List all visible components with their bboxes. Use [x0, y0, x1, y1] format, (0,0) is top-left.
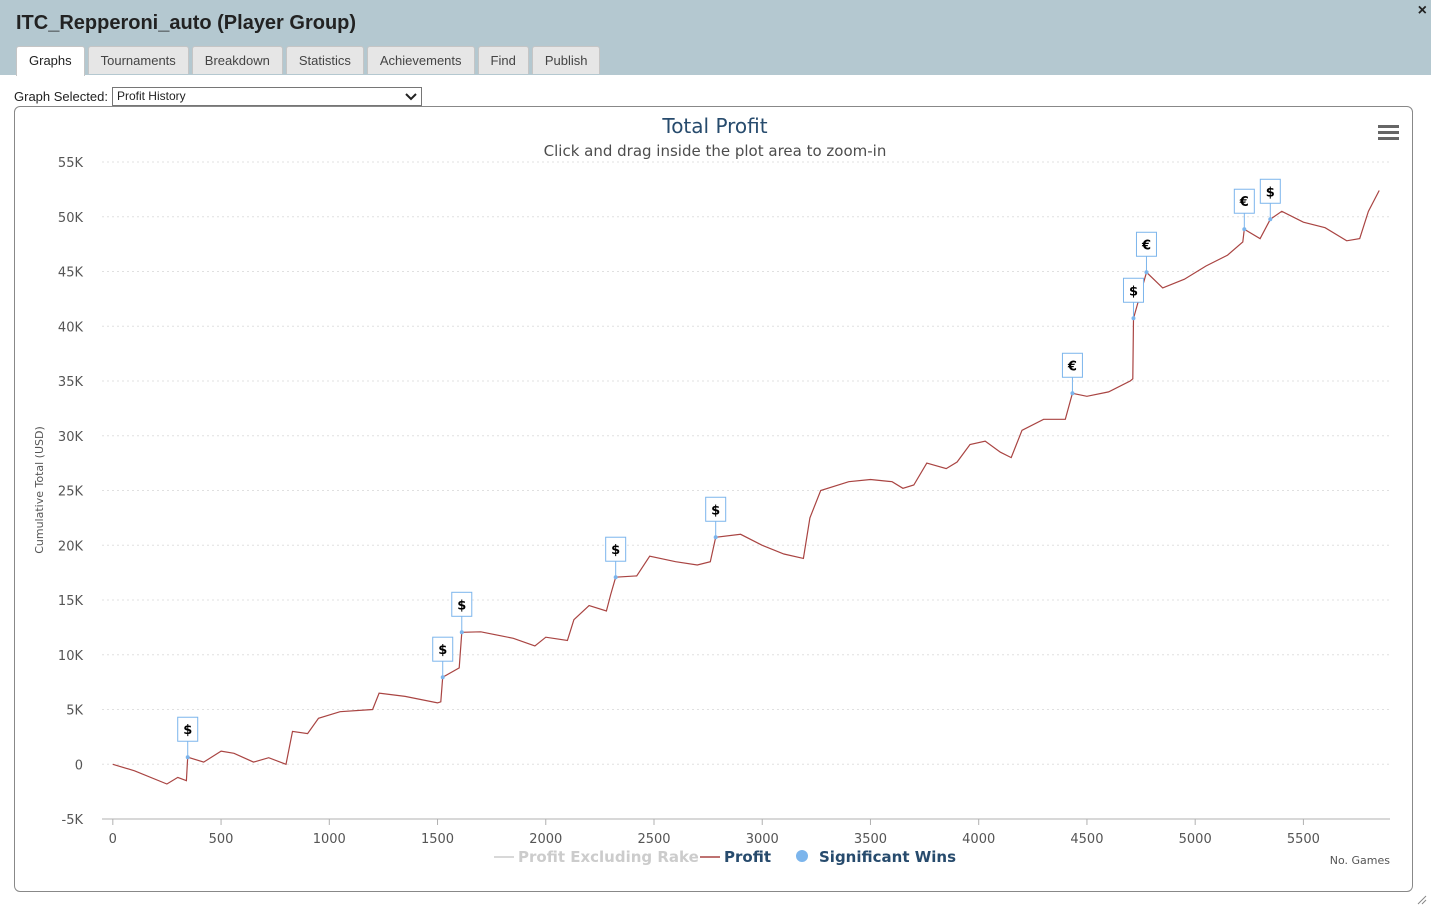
significant-win [185, 755, 190, 760]
legend-item[interactable]: Significant Wins [796, 848, 956, 866]
significant-win [713, 535, 718, 540]
chart-container [14, 106, 1413, 892]
tab-bar: Graphs Tournaments Breakdown Statistics Achi… [16, 46, 601, 76]
tab[interactable]: Graphs [16, 46, 85, 76]
flag-label: $ [1129, 284, 1138, 299]
x-tick-label: 3500 [854, 832, 887, 847]
x-axis-label: No. Games [1330, 854, 1391, 867]
x-tick-label: 1000 [313, 832, 346, 847]
flag-box [451, 591, 473, 617]
legend-item[interactable]: Profit [700, 848, 771, 866]
y-tick-label: 0 [75, 758, 83, 773]
y-tick-label: 45K [58, 266, 84, 281]
close-button[interactable]: × [1417, 2, 1427, 19]
flag-label: € [1067, 359, 1077, 374]
significant-win [459, 630, 464, 635]
graph-select[interactable]: Profit History [111, 87, 422, 106]
profit-line [112, 190, 1380, 785]
y-tick-label: 5K [66, 704, 83, 719]
x-tick-label: 2000 [529, 832, 562, 847]
flag-label: € [1141, 238, 1151, 253]
significant-win [1144, 270, 1149, 275]
flag-label: $ [1266, 185, 1275, 200]
y-tick-label: 25K [58, 485, 84, 500]
flag-box [605, 536, 627, 562]
legend-label: Significant Wins [819, 848, 956, 866]
flag-label: $ [457, 598, 466, 613]
select-value: Profit History [116, 89, 186, 103]
significant-win [1131, 316, 1136, 321]
select-label: Graph Selected: [14, 89, 108, 104]
y-tick-label: 50K [58, 211, 84, 226]
legend-item[interactable]: Profit Excluding Rake [494, 848, 699, 866]
flag-box [432, 636, 454, 662]
legend-symbol [796, 850, 808, 862]
flag-label: $ [438, 643, 447, 658]
y-tick-label: 20K [58, 539, 84, 554]
y-tick-label: -5K [62, 813, 84, 828]
tab[interactable]: Find [477, 46, 529, 74]
x-tick-label: 4500 [1070, 832, 1103, 847]
significant-win [1268, 217, 1273, 222]
y-tick-label: 15K [58, 594, 84, 609]
y-tick-label: 40K [58, 320, 84, 335]
x-tick-label: 3000 [746, 832, 779, 847]
tab[interactable]: Achievements [366, 46, 475, 74]
x-tick-label: 4000 [962, 832, 995, 847]
flag-box [705, 496, 727, 522]
y-axis-label: Cumulative Total (USD) [33, 426, 46, 554]
y-tick-label: 35K [58, 375, 84, 390]
resize-grip [1417, 895, 1427, 905]
y-tick-label: 10K [58, 649, 84, 664]
y-tick-label: 55K [58, 156, 84, 171]
legend-label: Profit [724, 848, 771, 866]
significant-win [613, 575, 618, 580]
tab[interactable]: Publish [531, 46, 601, 74]
window-title: ITC_Repperoni_auto (Player Group) [16, 12, 357, 34]
flag-box [1061, 352, 1083, 378]
x-tick-label: 1500 [421, 832, 454, 847]
chart-subtitle: Click and drag inside the plot area to z… [544, 142, 887, 160]
significant-win [1070, 391, 1075, 396]
flag-box [177, 716, 199, 742]
header: ITC_Repperoni_auto (Player Group) × Grap… [0, 0, 1431, 76]
graph-select-row: Graph Selected: Profit History [14, 87, 422, 106]
flag-box [1233, 188, 1255, 214]
legend-label: Profit Excluding Rake [518, 848, 699, 866]
tab[interactable]: Tournaments [87, 46, 189, 74]
flag-label: € [1239, 195, 1249, 210]
flag-box [1135, 231, 1157, 257]
tab[interactable]: Breakdown [191, 46, 283, 74]
tab[interactable]: Statistics [285, 46, 364, 74]
flag-label: $ [711, 503, 720, 518]
chart-title: Total Profit [661, 114, 767, 138]
significant-win [440, 675, 445, 680]
flag-label: $ [183, 723, 192, 738]
x-tick-label: 5000 [1179, 832, 1212, 847]
flag-label: $ [611, 543, 620, 558]
y-tick-label: 30K [58, 430, 84, 445]
x-tick-label: 2500 [637, 832, 670, 847]
flag-box [1122, 277, 1144, 303]
menu-button[interactable] [1378, 125, 1399, 140]
flag-box [1259, 178, 1281, 204]
x-tick-label: 0 [109, 832, 117, 847]
x-tick-label: 5500 [1287, 832, 1320, 847]
significant-win [1242, 227, 1247, 232]
dropdown-arrow [405, 93, 417, 101]
x-tick-label: 500 [209, 832, 234, 847]
